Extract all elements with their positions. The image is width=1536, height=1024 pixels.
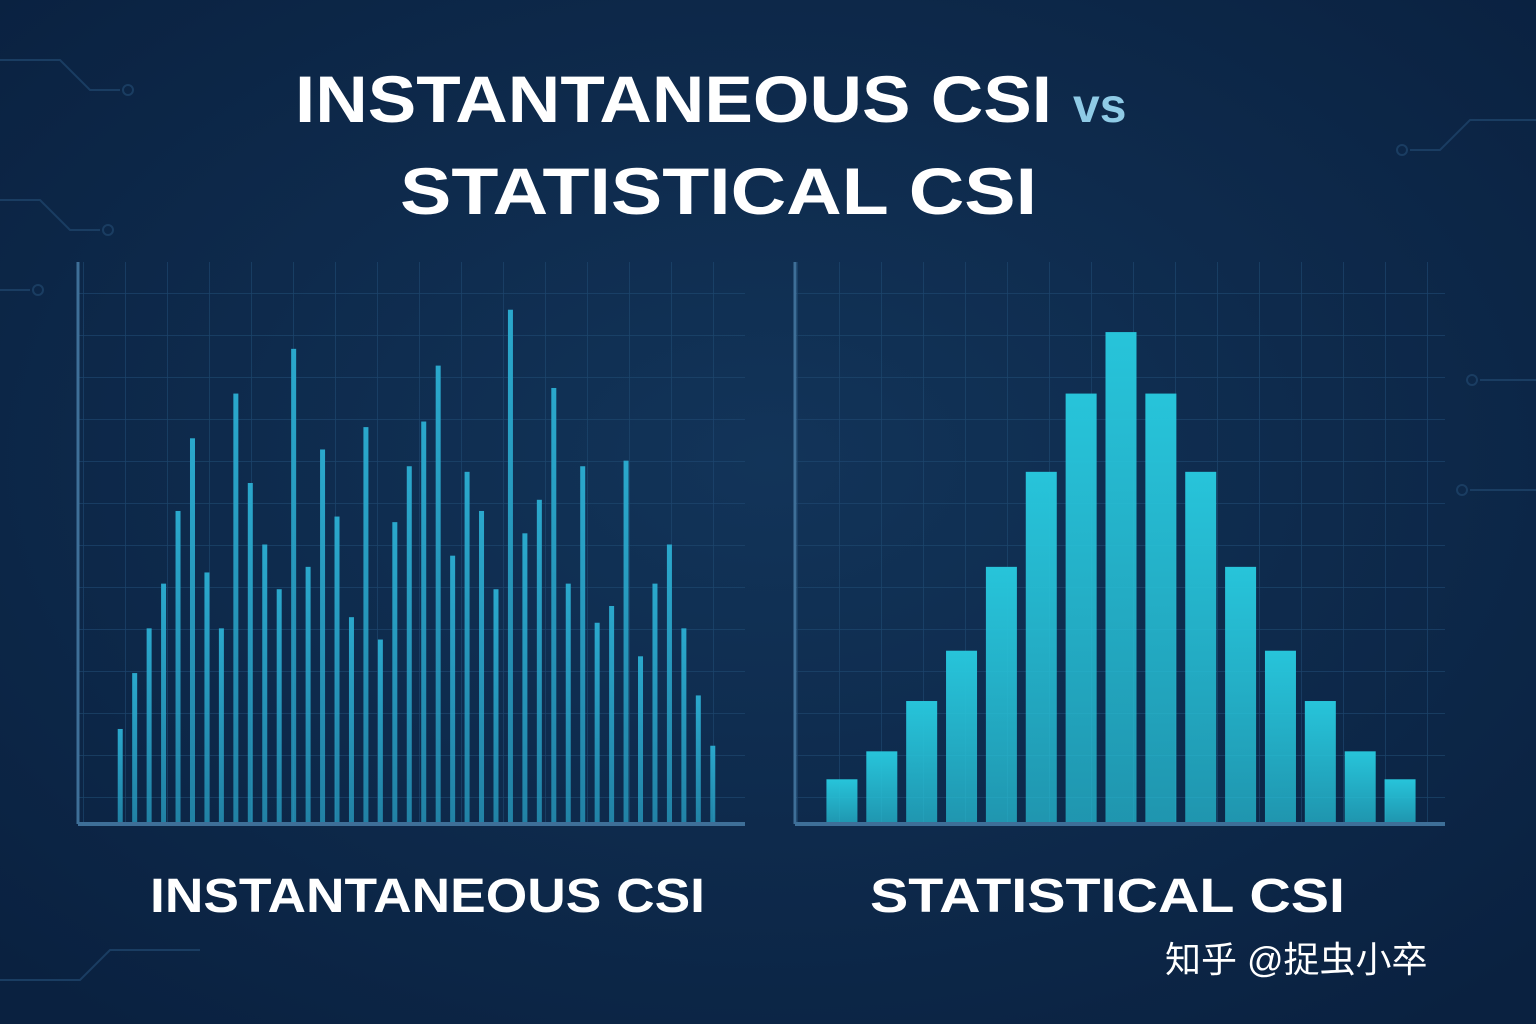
bar [334, 516, 340, 824]
bar [681, 628, 687, 824]
bar [392, 522, 398, 824]
bar [1105, 332, 1137, 824]
bar [551, 387, 557, 824]
watermark: 知乎 @捉虫小卒 [1165, 939, 1428, 980]
bar [985, 566, 1017, 824]
bar [363, 427, 369, 824]
bar [1344, 751, 1376, 824]
bar [1145, 393, 1177, 824]
bar [609, 605, 615, 824]
chart-title: INSTANTANEOUS CSI [150, 870, 705, 923]
circuit-decoration [0, 59, 1536, 981]
bar [1304, 701, 1336, 824]
bar [638, 656, 644, 824]
bar [348, 617, 354, 824]
bar [565, 583, 571, 824]
bar [406, 466, 412, 824]
bar [666, 544, 672, 824]
bar [218, 628, 224, 824]
bar [946, 650, 978, 824]
bar [522, 533, 528, 824]
title-vs: vs [1073, 80, 1126, 133]
bar [1384, 779, 1416, 824]
bar [117, 728, 123, 824]
bar [536, 499, 542, 824]
bar [464, 471, 470, 824]
bar [189, 438, 195, 824]
bar [132, 673, 138, 824]
bar [175, 510, 181, 824]
bar [652, 583, 658, 824]
bar [866, 751, 898, 824]
bar [623, 460, 629, 824]
bar [233, 393, 239, 824]
bar [204, 572, 210, 824]
title-line-2: STATISTICAL CSI [400, 154, 1037, 228]
bar [1225, 566, 1257, 824]
chart-title: STATISTICAL CSI [870, 870, 1345, 923]
bar [493, 589, 499, 824]
bar [906, 701, 938, 824]
bar [507, 309, 513, 825]
bar [262, 544, 268, 824]
bar [305, 566, 311, 824]
bar [377, 639, 383, 824]
bar [580, 466, 586, 824]
bar [1025, 471, 1057, 824]
bar [146, 628, 152, 824]
bar [421, 421, 427, 824]
bar [320, 449, 326, 824]
bar [695, 695, 701, 824]
title-line-1: INSTANTANEOUS CSI [295, 62, 1052, 136]
bar [1185, 471, 1217, 824]
bar [710, 745, 716, 824]
bar [276, 589, 282, 824]
bar [435, 365, 441, 824]
bar [1065, 393, 1097, 824]
bar [1264, 650, 1296, 824]
bar [450, 555, 456, 824]
bar [594, 622, 600, 824]
bar [291, 348, 297, 824]
bar [247, 483, 253, 824]
bar [161, 583, 167, 824]
bar [826, 779, 858, 824]
bar [479, 510, 485, 824]
